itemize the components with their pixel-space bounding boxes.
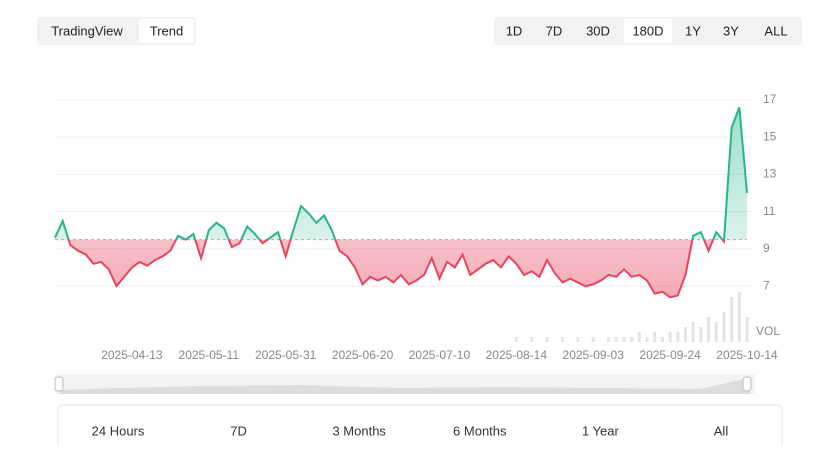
period-button[interactable]: 6 Months bbox=[453, 423, 507, 438]
x-tick-label: 2025-06-20 bbox=[332, 348, 394, 362]
selected-button[interactable] bbox=[139, 19, 194, 43]
volume-bar bbox=[707, 317, 711, 342]
button-label[interactable]: 1Y bbox=[685, 23, 701, 38]
volume-bar bbox=[668, 332, 672, 342]
x-tick-label: 2025-09-24 bbox=[639, 348, 701, 362]
volume-bar bbox=[691, 322, 695, 342]
area-down bbox=[68, 239, 725, 298]
period-button[interactable]: 3 Months bbox=[332, 423, 386, 438]
volume-bar bbox=[645, 337, 649, 342]
x-tick-label: 2025-08-14 bbox=[486, 348, 548, 362]
y-tick-label: 17 bbox=[763, 92, 777, 106]
volume-bar bbox=[653, 332, 657, 342]
x-tick-label: 2025-10-14 bbox=[716, 348, 778, 362]
period-button[interactable]: 1 Year bbox=[582, 423, 620, 438]
volume-bar bbox=[699, 327, 703, 342]
y-tick-label: 9 bbox=[763, 241, 770, 255]
button-label[interactable]: ALL bbox=[764, 23, 787, 38]
button-label[interactable]: 30D bbox=[586, 23, 610, 38]
volume-bar bbox=[630, 337, 634, 342]
volume-bar bbox=[622, 337, 626, 342]
x-tick-label: 2025-09-03 bbox=[563, 348, 625, 362]
y-tick-label: 15 bbox=[763, 129, 777, 143]
volume-bar bbox=[607, 337, 611, 342]
y-tick-label: 11 bbox=[763, 204, 776, 218]
button-label[interactable]: 3Y bbox=[723, 23, 739, 38]
volume-bar bbox=[576, 337, 580, 342]
y-tick-label: 13 bbox=[763, 167, 777, 181]
line-down bbox=[67, 239, 726, 299]
volume-bar bbox=[676, 332, 680, 342]
period-button[interactable]: All bbox=[714, 423, 729, 438]
volume-bar bbox=[683, 327, 687, 342]
y-tick-label: 7 bbox=[763, 278, 770, 292]
volume-bar bbox=[530, 337, 534, 342]
button-label[interactable]: 180D bbox=[632, 23, 663, 38]
volume-bar bbox=[722, 312, 726, 342]
button-label[interactable]: Trend bbox=[150, 23, 183, 38]
volume-bar bbox=[660, 337, 664, 342]
x-tick-label: 2025-05-31 bbox=[255, 348, 317, 362]
period-button[interactable]: 24 Hours bbox=[92, 423, 145, 438]
volume-bar bbox=[560, 337, 564, 342]
x-tick-label: 2025-05-11 bbox=[179, 348, 240, 362]
navigator-handle[interactable] bbox=[742, 376, 752, 392]
volume-label: VOL bbox=[756, 324, 780, 338]
period-button[interactable]: 7D bbox=[230, 423, 247, 438]
button-label[interactable]: 1D bbox=[506, 23, 523, 38]
button-label[interactable]: 7D bbox=[546, 23, 563, 38]
navigator-handle[interactable] bbox=[54, 376, 64, 392]
volume-bar bbox=[745, 317, 749, 342]
volume-bar bbox=[714, 322, 718, 342]
volume-bar bbox=[591, 337, 595, 342]
navigator-preview bbox=[60, 378, 750, 394]
x-tick-label: 2025-07-10 bbox=[409, 348, 471, 362]
volume-bar bbox=[614, 337, 618, 342]
selected-button[interactable] bbox=[624, 19, 672, 43]
volume-bar bbox=[514, 337, 518, 342]
x-tick-label: 2025-04-13 bbox=[101, 348, 163, 362]
volume-bar bbox=[737, 292, 741, 342]
period-bar bbox=[57, 404, 783, 449]
button-label[interactable]: TradingView bbox=[51, 23, 123, 38]
volume-bar bbox=[637, 332, 641, 342]
volume-bar bbox=[730, 297, 734, 342]
volume-bar bbox=[545, 337, 549, 342]
